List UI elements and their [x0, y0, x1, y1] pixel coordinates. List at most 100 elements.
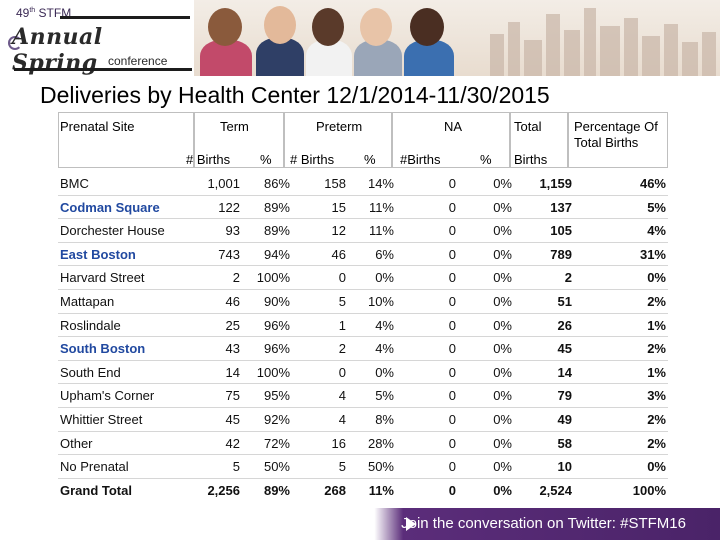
subheader-total-births: Births [514, 152, 548, 167]
cell-na-pct: 0% [493, 246, 512, 262]
cell-term: 46 [225, 294, 240, 309]
cell-term-pct: 89% [263, 199, 290, 215]
cell-pct: 46% [639, 176, 666, 191]
cell-pct: 2% [647, 435, 666, 451]
cell-na-pct: 0% [493, 435, 512, 451]
person-photo [306, 40, 352, 76]
table-row: Grand Total 2,256 89% 268 11% 0 0% 2,524 100% [58, 479, 668, 503]
person-photo [264, 6, 296, 44]
row-divider [58, 383, 668, 385]
cell-preterm: 12 [331, 223, 346, 239]
cell-preterm-pct: 0% [375, 364, 394, 380]
table-row: Upham's Corner 75 95% 4 5% 0 0% 79 3% [58, 384, 668, 408]
row-divider [58, 289, 668, 290]
cell-preterm-pct: 50% [367, 459, 394, 475]
row-divider [58, 312, 668, 314]
cell-preterm: 5 [338, 459, 346, 475]
logo-script-title: Annual Spring [12, 24, 103, 76]
cell-na: 0 [448, 246, 456, 262]
cell-preterm-pct: 10% [367, 294, 394, 309]
cell-pct: 0% [647, 459, 666, 475]
play-arrow-icon [406, 517, 416, 531]
cell-total: 1,159 [539, 176, 572, 191]
cell-na-pct: 0% [493, 176, 512, 191]
header-total: Total [514, 119, 542, 134]
cell-term: 45 [225, 412, 240, 427]
cell-preterm: 2 [338, 341, 346, 357]
cell-pct: 3% [647, 388, 666, 404]
header-box-percentage [568, 112, 668, 168]
deliveries-table: Prenatal Site Term Preterm NA Total Perc… [58, 112, 668, 498]
cell-preterm-pct: 6% [375, 246, 394, 262]
cell-term-pct: 89% [263, 482, 290, 498]
site-name: Dorchester House [60, 223, 165, 239]
site-name: Upham's Corner [60, 388, 155, 404]
page-title: Deliveries by Health Center 12/1/2014-11… [40, 82, 550, 108]
cell-preterm: 16 [331, 435, 346, 451]
header-box-site [58, 112, 194, 168]
row-divider [58, 454, 668, 456]
cell-pct: 31% [639, 246, 666, 262]
cell-total: 789 [550, 246, 572, 262]
row-divider [58, 194, 668, 196]
header-na: NA [444, 119, 463, 134]
site-name: South Boston [60, 341, 146, 357]
cell-total: 58 [557, 435, 572, 451]
person-photo [256, 38, 304, 76]
cell-na-pct: 0% [493, 364, 512, 380]
header-term: Term [220, 119, 249, 134]
cell-preterm-pct: 0% [375, 270, 394, 286]
cell-term: 2 [232, 270, 240, 286]
cell-total: 2 [564, 270, 572, 286]
cell-na: 0 [448, 435, 456, 451]
site-name: Whittier Street [60, 412, 143, 427]
logo-rule-bottom [14, 68, 192, 71]
cell-total: 45 [557, 341, 572, 357]
cell-na: 0 [448, 388, 456, 404]
cell-term-pct: 96% [263, 317, 290, 333]
table-row: Roslindale 25 96% 1 4% 0 0% 26 1% [58, 314, 668, 338]
cell-na-pct: 0% [493, 412, 512, 427]
cell-preterm-pct: 5% [375, 388, 394, 404]
cell-preterm-pct: 11% [368, 223, 394, 239]
header-site: Prenatal Site [60, 119, 135, 134]
cell-preterm: 268 [324, 482, 346, 498]
table-row: South Boston 43 96% 2 4% 0 0% 45 2% [58, 337, 668, 361]
cell-term-pct: 100% [256, 270, 290, 286]
cell-preterm-pct: 4% [375, 317, 394, 333]
cell-na: 0 [448, 176, 456, 191]
cell-preterm: 158 [324, 176, 346, 191]
cell-preterm: 0 [338, 364, 346, 380]
cell-term: 75 [225, 388, 240, 404]
swirl-icon [8, 36, 22, 50]
cell-na: 0 [448, 294, 456, 309]
cell-na: 0 [448, 317, 456, 333]
cell-na-pct: 0% [493, 223, 512, 239]
cell-term: 93 [225, 223, 240, 239]
site-name: Roslindale [60, 317, 121, 333]
cell-term: 25 [225, 317, 240, 333]
subheader-preterm-pct: % [364, 152, 376, 167]
person-photo [312, 8, 344, 46]
cell-preterm: 5 [338, 294, 346, 309]
header-box-total [510, 112, 568, 168]
header-box-na [392, 112, 510, 168]
header-preterm: Preterm [316, 119, 363, 134]
row-divider [58, 407, 668, 408]
row-divider [58, 241, 668, 243]
person-photo [360, 8, 392, 46]
cell-term-pct: 100% [256, 364, 290, 380]
site-name: Codman Square [60, 199, 160, 215]
cell-na: 0 [448, 364, 456, 380]
cell-term: 43 [225, 341, 240, 357]
cell-total: 2,524 [539, 482, 572, 498]
cell-na-pct: 0% [493, 317, 512, 333]
subheader-na-births: #Births [400, 152, 441, 167]
cell-na-pct: 0% [493, 459, 512, 475]
subheader-na-pct: % [480, 152, 492, 167]
footer-twitter-text: Join the conversation on Twitter: #STFM1… [401, 515, 686, 532]
cell-total: 49 [557, 412, 572, 427]
cell-total: 51 [557, 294, 572, 309]
cell-preterm: 46 [331, 246, 346, 262]
subheader-term-pct: % [260, 152, 272, 167]
